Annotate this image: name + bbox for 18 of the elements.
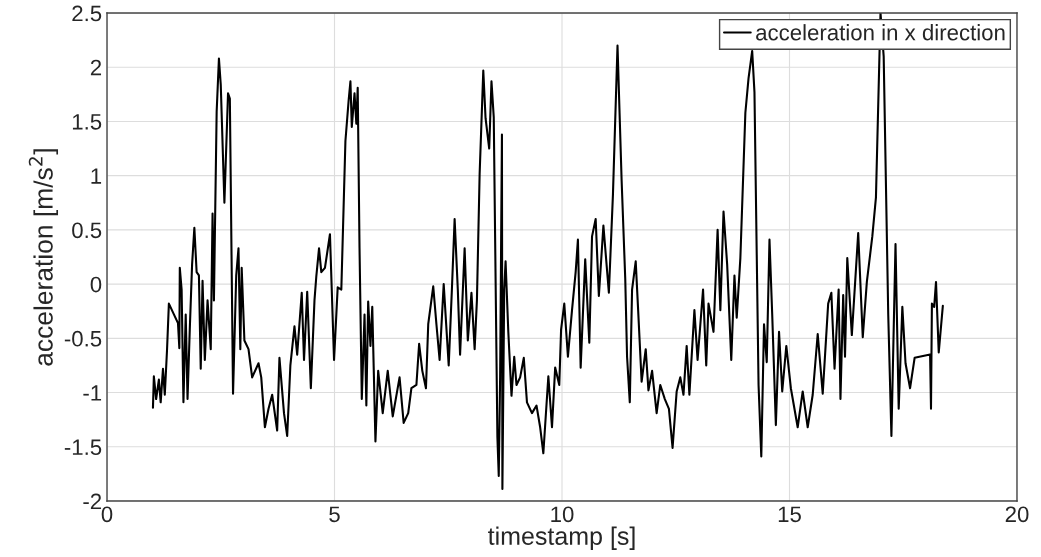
x-tick-label: 5	[329, 506, 340, 523]
y-tick-label: 2	[90, 59, 102, 76]
x-tick-label: 0	[101, 506, 113, 523]
y-tick-label: 1.5	[72, 114, 102, 130]
y-axis-title: acceleration [m/s$^{2}$]	[28, 149, 59, 366]
legend-label: acceleration in x direction	[756, 24, 1005, 41]
y-tick-label: 1	[91, 168, 102, 184]
y-tick-label: -0.5	[64, 330, 102, 347]
x-tick-label: 20	[1005, 506, 1029, 523]
x-axis-title: timestamp [s]	[488, 526, 635, 550]
y-tick-label: -2	[83, 493, 102, 510]
x-tick-label: 15	[778, 506, 801, 523]
y-tick-label: 0.5	[72, 222, 102, 239]
y-tick-label: 0	[90, 276, 102, 293]
x-tick-label: 10	[551, 506, 574, 523]
y-tick-label: -1	[83, 385, 102, 401]
y-tick-label: -1.5	[64, 439, 102, 456]
y-tick-label: 2.5	[72, 5, 102, 22]
